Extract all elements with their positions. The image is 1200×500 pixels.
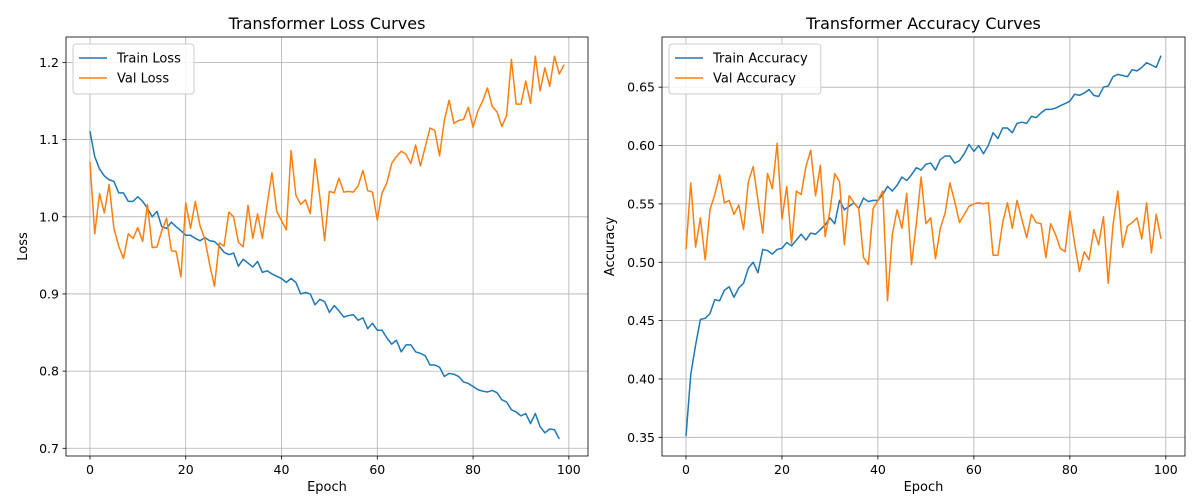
accuracy-y-tick-label: 0.60 (627, 138, 655, 153)
accuracy-legend: Train Accuracy Val Accuracy (668, 43, 822, 95)
loss-chart-title: Transformer Loss Curves (228, 14, 426, 33)
loss-legend-label: Val Loss (117, 72, 169, 87)
accuracy-x-tick-label: 60 (966, 462, 982, 477)
accuracy-plot-area (662, 37, 1185, 456)
accuracy-y-tick-label: 0.40 (627, 371, 655, 386)
accuracy-y-tick-label: 0.45 (627, 313, 655, 328)
loss-x-tick-label: 20 (178, 462, 194, 477)
loss-x-tick-label: 100 (557, 462, 581, 477)
loss-y-tick-label: 0.8 (39, 364, 59, 379)
loss-y-tick-label: 0.7 (39, 441, 59, 456)
accuracy-x-axis-label: Epoch (904, 480, 944, 495)
loss-x-tick-label: 80 (465, 462, 481, 477)
loss-series-line-val-loss (89, 55, 565, 287)
accuracy-y-tick-label: 0.50 (627, 255, 655, 270)
loss-legend-box (72, 43, 195, 95)
accuracy-series-line-train-accuracy (685, 55, 1162, 437)
loss-axes-frame (65, 36, 589, 457)
loss-y-tick-label: 1.1 (39, 132, 59, 147)
loss-chart-panel: 0 20 40 60 80 100 0.7 0.8 0.9 1.0 1.1 1.2 Transforme… (16, 14, 589, 495)
accuracy-y-tick-label: 0.65 (627, 80, 655, 95)
loss-plot-area (66, 37, 588, 456)
accuracy-legend-label: Train Accuracy (712, 52, 808, 67)
loss-legend: Train Loss Val Loss (72, 43, 195, 95)
loss-y-tick-label: 1.2 (39, 55, 59, 70)
accuracy-x-tick-label: 40 (870, 462, 886, 477)
accuracy-x-tick-label: 100 (1154, 462, 1178, 477)
accuracy-y-axis-label: Accuracy (603, 217, 618, 277)
loss-y-axis-label: Loss (16, 232, 31, 261)
loss-x-axis-label: Epoch (307, 480, 347, 495)
accuracy-x-tick-label: 0 (682, 462, 690, 477)
loss-y-tick-label: 0.9 (39, 286, 59, 301)
loss-legend-label: Train Loss (116, 52, 181, 67)
accuracy-x-tick-label: 80 (1062, 462, 1078, 477)
accuracy-y-tick-label: 0.55 (627, 196, 655, 211)
accuracy-y-tick-label: 0.35 (627, 430, 655, 445)
accuracy-chart-title: Transformer Accuracy Curves (805, 14, 1041, 33)
accuracy-x-tick-label: 20 (774, 462, 790, 477)
loss-x-tick-label: 0 (86, 462, 94, 477)
loss-x-tick-label: 60 (369, 462, 385, 477)
accuracy-chart-panel: 0 20 40 60 80 100 0.35 0.40 0.45 0.50 0.55 0.60 0.65… (603, 14, 1186, 495)
accuracy-series-line-val-accuracy (685, 142, 1162, 302)
loss-x-tick-label: 40 (274, 462, 290, 477)
accuracy-legend-box (668, 43, 822, 95)
loss-y-tick-label: 1.0 (39, 209, 59, 224)
accuracy-legend-label: Val Accuracy (713, 72, 796, 87)
accuracy-axes-frame (661, 36, 1186, 457)
